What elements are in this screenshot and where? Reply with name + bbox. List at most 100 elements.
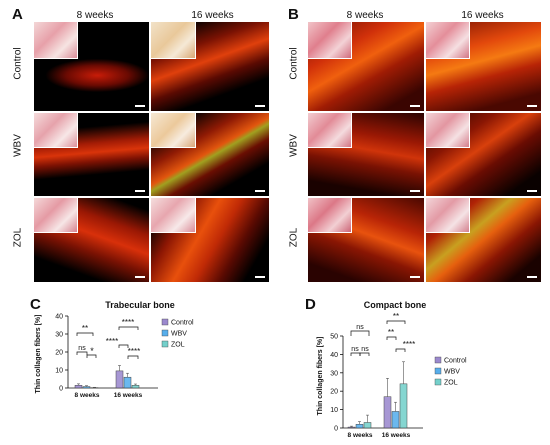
sig-label: ****: [403, 340, 415, 349]
sig-label: *: [90, 346, 94, 356]
micrograph-inset: [151, 113, 196, 148]
y-axis-label: Thin collagen fibers [%]: [35, 315, 42, 394]
bar: [383, 396, 392, 429]
legend-swatch: [434, 378, 442, 386]
legend-swatch: [434, 356, 442, 364]
legend-swatch: [161, 318, 169, 326]
micrograph-inset: [151, 22, 196, 60]
y-tick-label: 30: [55, 332, 63, 339]
panel-b-col-header-8w: 8 weeks: [346, 10, 384, 21]
panel-a-row-label-zol: ZOL: [12, 227, 24, 248]
sig-label: **: [82, 324, 88, 333]
sig-bracket: [127, 355, 139, 359]
bar: [123, 376, 132, 389]
micrograph-inset: [308, 22, 353, 60]
micrograph-b-wbv-16w: [425, 112, 542, 197]
micrograph-inset: [34, 113, 78, 148]
y-tick-label: 10: [330, 407, 338, 414]
y-tick-label: 40: [330, 352, 338, 359]
bar: [74, 385, 83, 389]
micrograph-inset: [426, 22, 470, 60]
scale-bar: [255, 190, 265, 192]
panel-a-col-header-16w: 16 weeks: [191, 10, 234, 21]
panel-label-d: D: [305, 296, 316, 313]
micrograph-inset: [308, 113, 353, 148]
panel-b-col-header-16w: 16 weeks: [461, 10, 504, 21]
bar: [391, 411, 400, 429]
micrograph-a-control-8w: [33, 21, 150, 112]
legend-label: ZOL: [171, 342, 185, 349]
sig-label: **: [393, 312, 399, 321]
panel-b-row-label-control: Control: [288, 47, 300, 80]
micrograph-b-control-16w: [425, 21, 542, 112]
x-tick-label: 8 weeks: [348, 432, 373, 439]
sig-label: ns: [361, 346, 369, 353]
scale-bar: [527, 105, 537, 107]
chart-trabecular-bone: Trabecular bone Thin collagen fibers [%]…: [35, 300, 194, 399]
y-tick-label: 40: [55, 314, 63, 321]
bar: [131, 385, 140, 389]
sig-bracket: [86, 354, 97, 358]
scale-bar: [527, 276, 537, 278]
bar: [363, 422, 372, 429]
micrograph-b-control-8w: [307, 21, 425, 112]
x-tick-label: 16 weeks: [114, 392, 143, 399]
legend-label: WBV: [171, 331, 187, 338]
y-tick-label: 0: [334, 426, 338, 433]
y-tick-label: 20: [55, 350, 63, 357]
micrograph-a-control-16w: [150, 21, 270, 112]
legend-swatch: [161, 329, 169, 337]
micrograph-inset: [308, 198, 353, 234]
panel-b-row-label-zol: ZOL: [288, 227, 300, 248]
sig-bracket: [350, 330, 370, 336]
sig-bracket: [359, 352, 370, 356]
bar: [355, 424, 364, 429]
sig-label: ****: [106, 337, 118, 346]
micrograph-b-zol-16w: [425, 197, 542, 283]
micrograph-inset: [34, 198, 78, 234]
scale-bar: [527, 190, 537, 192]
micrograph-inset: [426, 198, 470, 234]
micrograph-a-zol-16w: [150, 197, 270, 283]
legend-swatch: [161, 340, 169, 348]
y-tick-label: 20: [330, 389, 338, 396]
bar: [115, 370, 124, 389]
panel-label-b: B: [288, 6, 299, 23]
y-tick-label: 0: [59, 386, 63, 393]
scale-bar: [135, 105, 145, 107]
legend-swatch: [434, 367, 442, 375]
x-tick-label: 8 weeks: [75, 392, 100, 399]
bar: [399, 383, 408, 429]
scale-bar: [410, 190, 420, 192]
sig-label: ns: [356, 324, 364, 331]
panel-label-a: A: [12, 6, 23, 23]
sig-bracket: [118, 344, 129, 348]
sig-bracket: [350, 352, 361, 356]
bar: [347, 426, 356, 429]
sig-label: ns: [351, 346, 359, 353]
micrograph-b-zol-8w: [307, 197, 425, 283]
panel-a-col-header-8w: 8 weeks: [76, 10, 114, 21]
legend-label: WBV: [444, 369, 460, 376]
scale-bar: [135, 190, 145, 192]
scale-bar: [255, 105, 265, 107]
panel-a-row-label-control: Control: [12, 47, 24, 80]
sig-bracket: [386, 336, 397, 340]
legend-label: Control: [444, 358, 467, 365]
y-tick-label: 50: [330, 334, 338, 341]
micrograph-a-zol-8w: [33, 197, 150, 283]
micrograph-inset: [151, 198, 196, 234]
scale-bar: [255, 276, 265, 278]
chart-title: Trabecular bone: [105, 300, 175, 310]
chart-title: Compact bone: [364, 300, 427, 310]
x-tick-label: 16 weeks: [382, 432, 411, 439]
scale-bar: [135, 276, 145, 278]
sig-bracket: [76, 332, 94, 336]
legend-label: Control: [171, 320, 194, 327]
y-tick-label: 30: [330, 370, 338, 377]
micrograph-a-wbv-16w: [150, 112, 270, 197]
sig-bracket: [395, 348, 406, 352]
micrograph-a-wbv-8w: [33, 112, 150, 197]
sig-label: ****: [128, 347, 140, 356]
sig-label: ****: [122, 318, 134, 327]
